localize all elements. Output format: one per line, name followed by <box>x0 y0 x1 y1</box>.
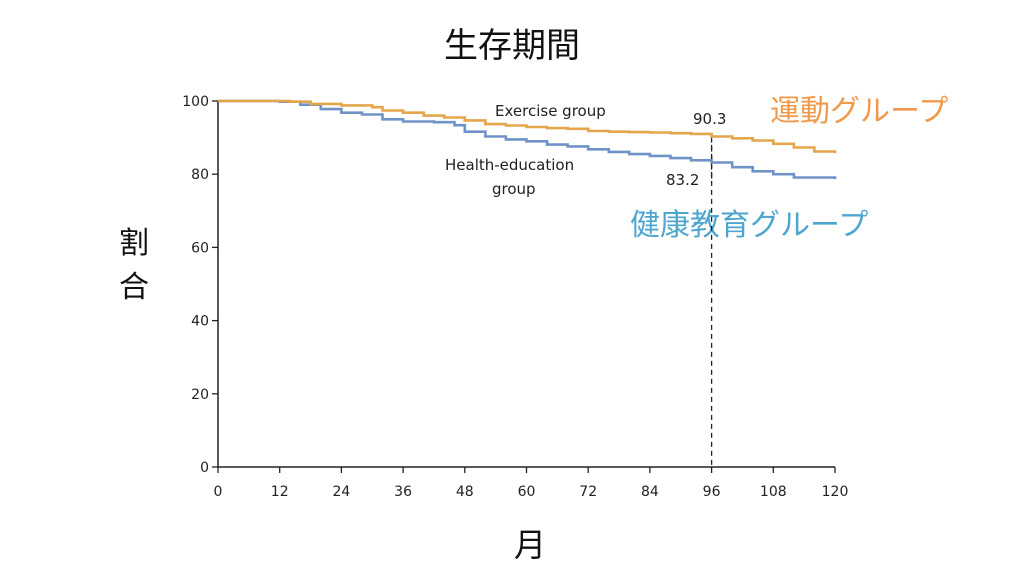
exercise-group-jp-label: 運動グループ <box>770 94 949 129</box>
y-tick-label: 60 <box>191 240 209 256</box>
x-tick-label: 120 <box>822 484 849 500</box>
plot-area <box>218 99 837 467</box>
exercise-value-label: 90.3 <box>693 110 726 128</box>
health-group-jp-label: 健康教育グループ <box>630 208 869 243</box>
x-tick-label: 72 <box>579 484 597 500</box>
y-tick-label: 40 <box>191 314 209 330</box>
chart-title: 生存期間 <box>444 26 580 66</box>
health-group-label-line1: Health-education <box>445 156 574 174</box>
y-tick-label: 20 <box>191 387 209 403</box>
x-axis-label: 月 <box>513 526 546 564</box>
health-series-line <box>218 99 837 179</box>
x-tick-label: 84 <box>641 484 659 500</box>
x-tick-label: 24 <box>332 484 350 500</box>
y-tick-label: 0 <box>200 460 209 476</box>
exercise-series-line <box>218 99 837 153</box>
x-tick-label: 48 <box>456 484 474 500</box>
x-tick-label: 108 <box>760 484 787 500</box>
axes: 0 20 40 60 80 100 0 12 24 36 48 60 72 84 96 108 120 <box>182 94 848 500</box>
x-tick-label: 12 <box>271 484 289 500</box>
health-group-label-line2: group <box>492 180 536 198</box>
y-tick-label: 80 <box>191 167 209 183</box>
exercise-group-label: Exercise group <box>495 102 606 120</box>
health-value-label: 83.2 <box>666 171 699 189</box>
x-tick-label: 36 <box>394 484 412 500</box>
x-tick-label: 60 <box>518 484 536 500</box>
y-tick-label: 100 <box>182 94 209 110</box>
x-tick-label: 0 <box>214 484 223 500</box>
y-axis-label: 割合 <box>119 226 149 305</box>
x-tick-label: 96 <box>703 484 721 500</box>
